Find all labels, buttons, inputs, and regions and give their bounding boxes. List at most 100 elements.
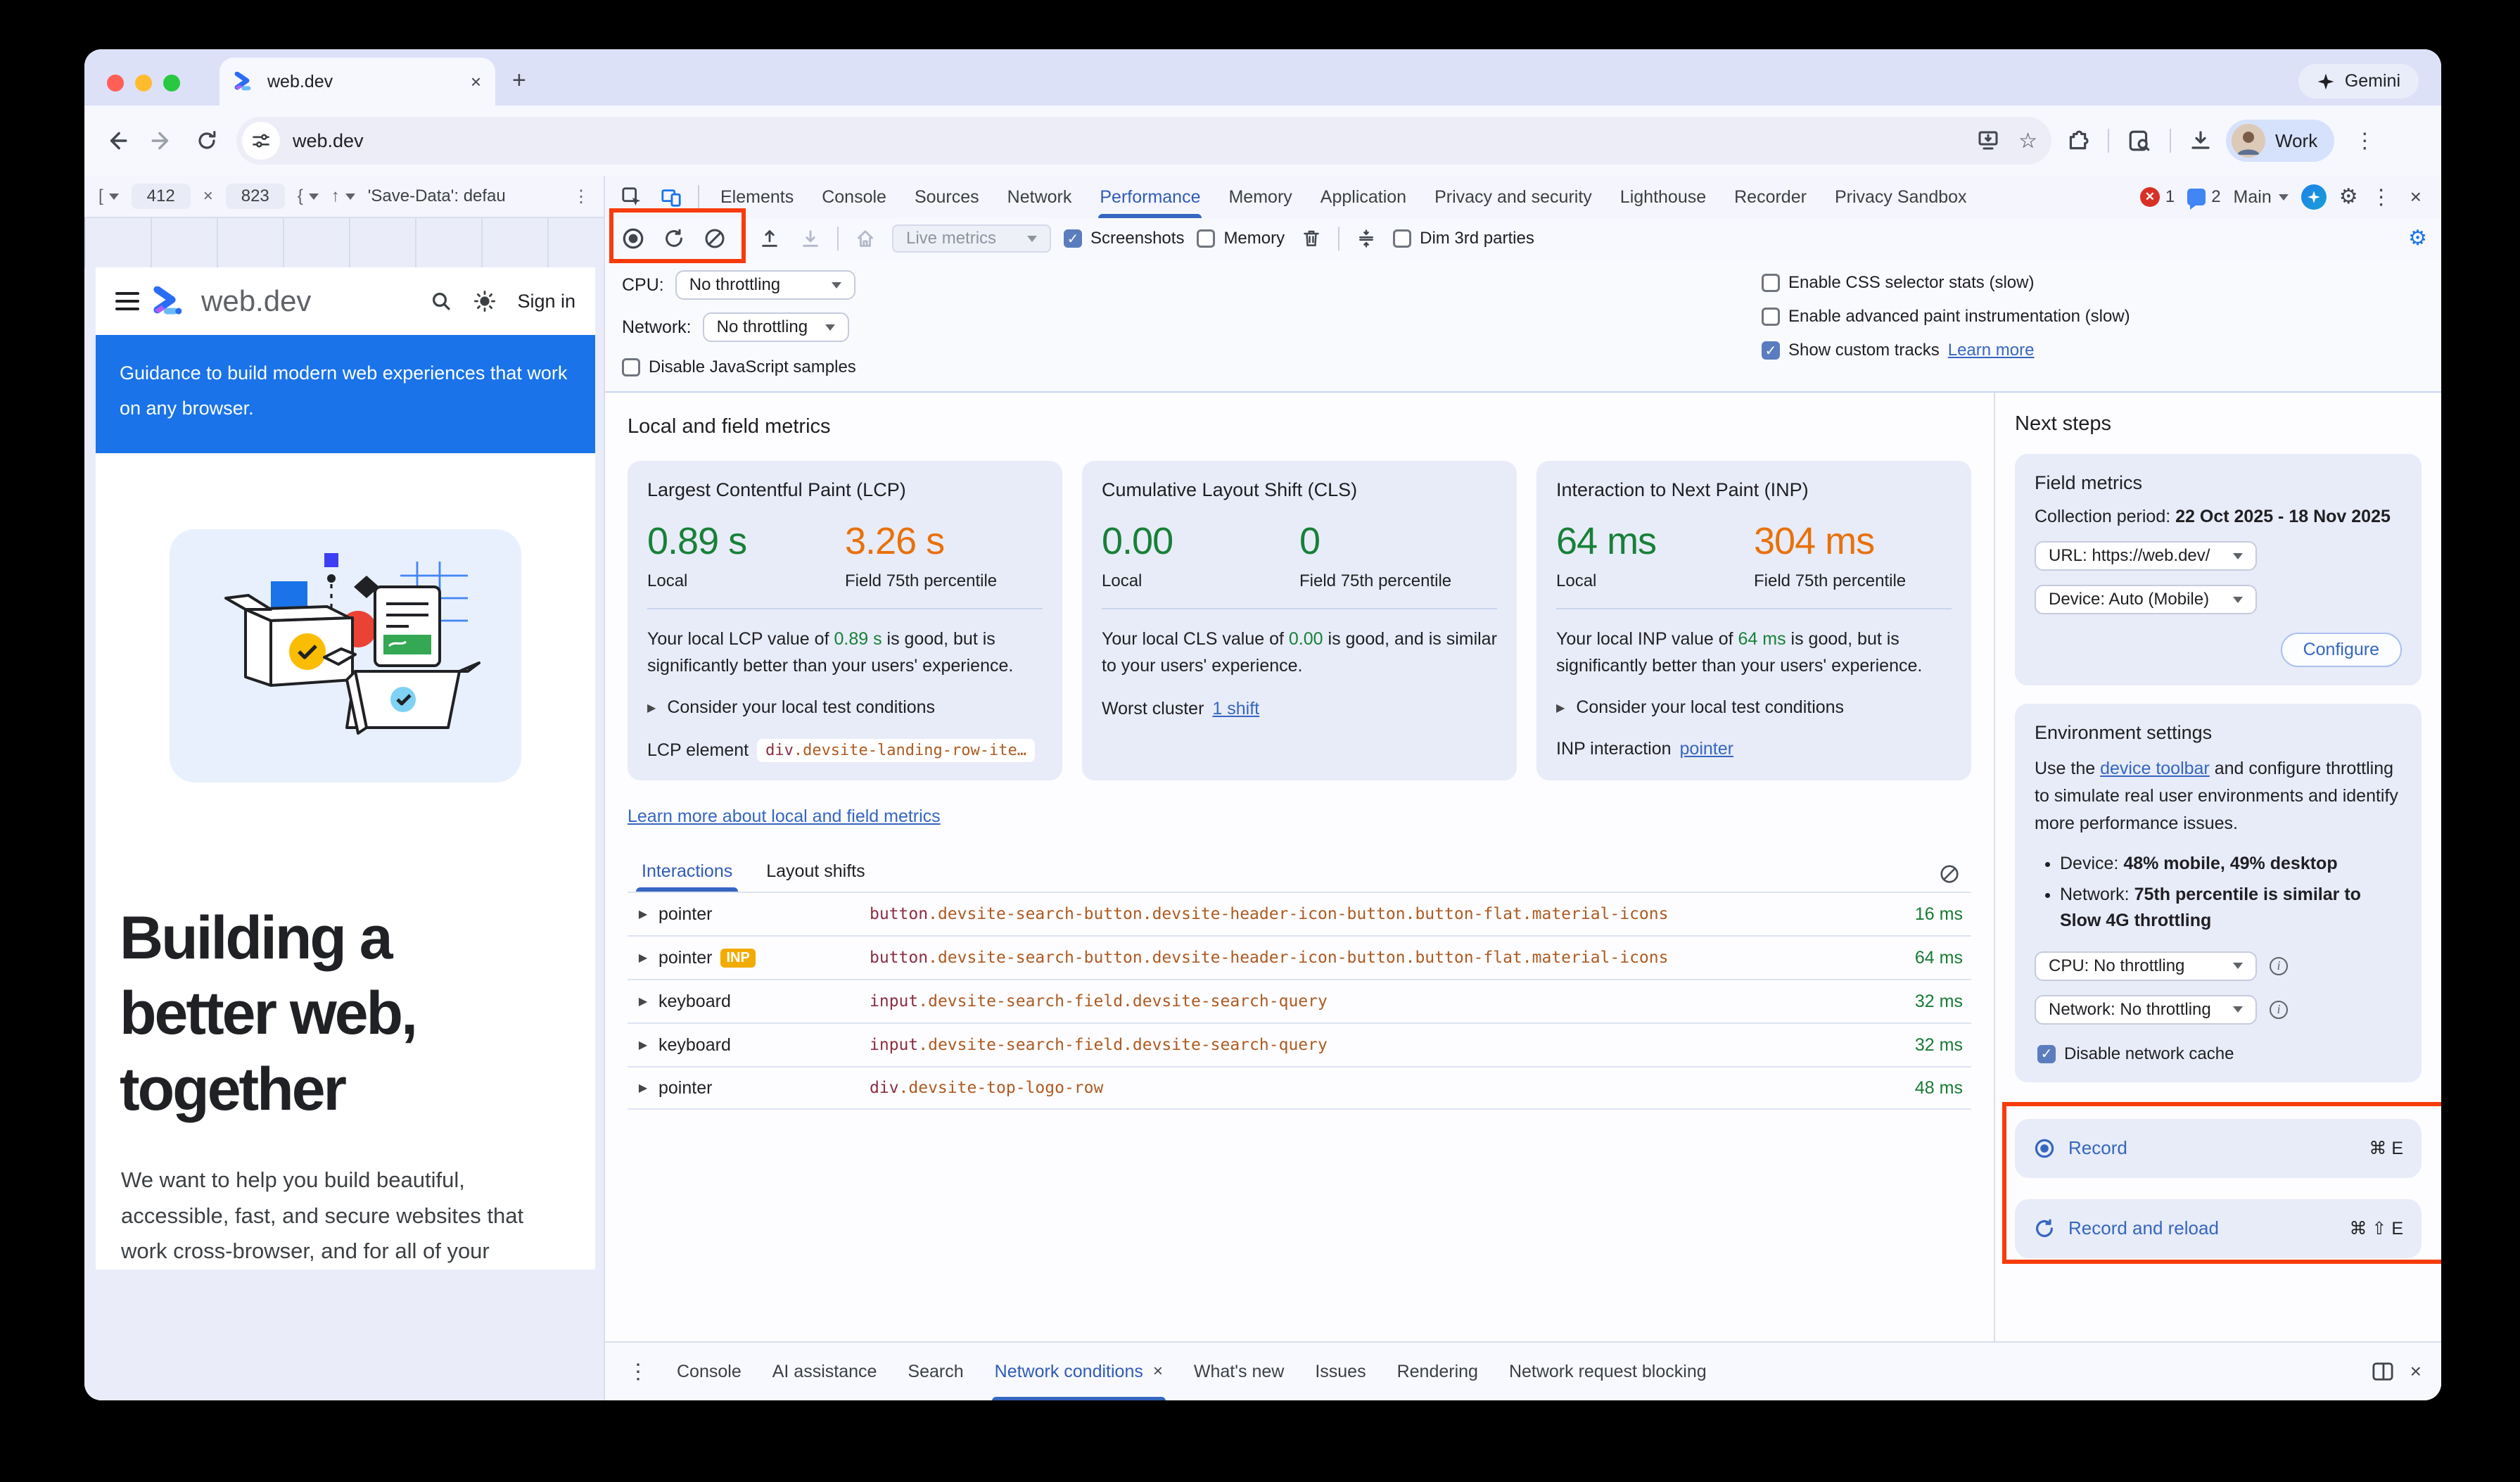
drawer-tab-ai-assistance[interactable]: AI assistance bbox=[772, 1361, 877, 1381]
save-data-select[interactable]: 'Save-Data': defau bbox=[367, 186, 506, 205]
inp-interaction-link[interactable]: pointer bbox=[1679, 739, 1733, 759]
drawer-tab-network-request-blocking[interactable]: Network request blocking bbox=[1508, 1361, 1707, 1381]
network-throttle-select[interactable]: No throttling bbox=[702, 312, 849, 342]
emulation-menu-icon[interactable]: ⋮ bbox=[573, 186, 590, 206]
interaction-row[interactable]: ▶ pointer button.devsite-search-button.d… bbox=[628, 892, 1971, 935]
row-expand-icon[interactable]: ▶ bbox=[638, 996, 648, 1008]
devtools-menu-icon[interactable]: ⋮ bbox=[2370, 185, 2392, 209]
configure-button[interactable]: Configure bbox=[2280, 633, 2402, 667]
site-brand[interactable]: web.dev bbox=[201, 284, 312, 317]
browser-tab[interactable]: web.dev × bbox=[219, 58, 495, 106]
gemini-button[interactable]: Gemini bbox=[2298, 64, 2419, 99]
tab-interactions[interactable]: Interactions bbox=[628, 856, 746, 892]
env-cpu-select[interactable]: CPU: No throttling bbox=[2035, 951, 2257, 981]
viewport-width-input[interactable]: 412 bbox=[131, 184, 191, 209]
devtools-close-icon[interactable]: × bbox=[2410, 186, 2422, 208]
viewport-height-input[interactable]: 823 bbox=[225, 184, 285, 209]
device-toolbar-icon[interactable] bbox=[653, 186, 689, 208]
search-tabs-icon[interactable] bbox=[2127, 129, 2151, 153]
tab-network[interactable]: Network bbox=[1007, 186, 1072, 207]
back-icon[interactable] bbox=[101, 129, 132, 153]
drawer-tab-rendering[interactable]: Rendering bbox=[1396, 1361, 1478, 1381]
worst-cluster-link[interactable]: 1 shift bbox=[1212, 699, 1260, 718]
drawer-tab-console[interactable]: Console bbox=[677, 1361, 742, 1381]
close-drawer-icon[interactable]: × bbox=[2410, 1360, 2422, 1382]
field-url-select[interactable]: URL: https://web.dev/ bbox=[2035, 541, 2257, 571]
lcp-test-conditions-disclosure[interactable]: ▶ Consider your local test conditions bbox=[647, 697, 936, 717]
tab-privacy-sandbox[interactable]: Privacy Sandbox bbox=[1834, 186, 1967, 207]
throttling-select[interactable]: ↑ bbox=[331, 186, 355, 206]
screenshots-checkbox[interactable]: ✓ Screenshots bbox=[1064, 229, 1184, 248]
zoom-select[interactable]: { bbox=[298, 186, 319, 206]
inp-test-conditions-disclosure[interactable]: ▶ Consider your local test conditions bbox=[1556, 697, 1845, 717]
address-bar[interactable]: web.dev ☆ bbox=[236, 117, 2051, 165]
toggle-sidebar-icon[interactable] bbox=[2372, 1362, 2393, 1381]
tab-memory[interactable]: Memory bbox=[1228, 186, 1292, 207]
show-custom-tracks-checkbox[interactable]: ✓ Show custom tracks Learn more bbox=[1762, 341, 2424, 360]
collect-garbage-icon[interactable] bbox=[1297, 228, 1325, 249]
row-expand-icon[interactable]: ▶ bbox=[638, 952, 648, 964]
tab-close-icon[interactable]: × bbox=[470, 70, 481, 92]
record-icon[interactable] bbox=[619, 227, 647, 251]
learn-more-metrics-link[interactable]: Learn more about local and field metrics bbox=[628, 806, 941, 826]
upload-profile-icon[interactable] bbox=[756, 228, 784, 249]
tab-privacy-security[interactable]: Privacy and security bbox=[1434, 186, 1592, 207]
disable-js-samples-checkbox[interactable]: Disable JavaScript samples bbox=[622, 357, 856, 377]
inspect-icon[interactable] bbox=[613, 186, 650, 208]
network-info-icon[interactable]: i bbox=[2270, 1000, 2288, 1019]
device-toolbar-link[interactable]: device toolbar bbox=[2100, 759, 2210, 778]
dim-3rd-parties-checkbox[interactable]: Dim 3rd parties bbox=[1393, 229, 1534, 248]
profile-chip[interactable]: Work bbox=[2226, 120, 2335, 162]
record-button[interactable]: Record ⌘ E bbox=[2015, 1118, 2422, 1178]
advanced-paint-checkbox[interactable]: Enable advanced paint instrumentation (s… bbox=[1762, 307, 2424, 327]
cpu-info-icon[interactable]: i bbox=[2270, 956, 2288, 975]
close-window-button[interactable] bbox=[107, 75, 124, 91]
interaction-row[interactable]: ▶ pointer INP button.devsite-search-butto… bbox=[628, 935, 1971, 979]
cpu-throttle-select[interactable]: No throttling bbox=[675, 270, 855, 300]
site-search-icon[interactable] bbox=[430, 290, 452, 312]
webdev-logo[interactable] bbox=[152, 286, 186, 316]
reload-icon[interactable] bbox=[191, 129, 222, 152]
hamburger-menu-icon[interactable] bbox=[115, 292, 139, 310]
maximize-window-button[interactable] bbox=[163, 75, 180, 91]
tab-recorder[interactable]: Recorder bbox=[1734, 186, 1807, 207]
close-drawer-tab-icon[interactable]: × bbox=[1152, 1362, 1163, 1381]
browser-menu-icon[interactable]: ⋮ bbox=[2354, 129, 2376, 153]
memory-checkbox[interactable]: Memory bbox=[1197, 229, 1285, 248]
tab-elements[interactable]: Elements bbox=[720, 186, 794, 207]
interaction-row[interactable]: ▶ keyboard input.devsite-search-field.de… bbox=[628, 979, 1971, 1022]
new-tab-button[interactable]: + bbox=[512, 67, 526, 94]
capture-settings-gear-icon[interactable]: ⚙ bbox=[2408, 227, 2427, 250]
drawer-tab-search[interactable]: Search bbox=[908, 1361, 964, 1381]
tab-console[interactable]: Console bbox=[822, 186, 886, 207]
css-selector-stats-checkbox[interactable]: Enable CSS selector stats (slow) bbox=[1762, 273, 2424, 293]
save-to-device-icon[interactable] bbox=[1978, 130, 2002, 151]
env-network-select[interactable]: Network: No throttling bbox=[2035, 994, 2257, 1025]
custom-tracks-learn-more-link[interactable]: Learn more bbox=[1947, 341, 2035, 360]
forward-icon[interactable] bbox=[146, 129, 177, 153]
clear-log-icon[interactable] bbox=[1939, 863, 1960, 885]
lcp-element-chip[interactable]: div.devsite-landing-row-ite… bbox=[757, 739, 1035, 762]
devtools-settings-gear-icon[interactable]: ⚙ bbox=[2338, 185, 2358, 208]
issue-count-badge[interactable]: 2 bbox=[2187, 187, 2221, 210]
tab-sources[interactable]: Sources bbox=[914, 186, 979, 207]
download-profile-icon[interactable] bbox=[796, 228, 825, 249]
row-expand-icon[interactable]: ▶ bbox=[638, 908, 648, 920]
record-reload-icon[interactable] bbox=[660, 227, 688, 250]
error-count-badge[interactable]: ✕ 1 bbox=[2139, 187, 2175, 207]
device-select[interactable]: [ bbox=[98, 186, 119, 206]
extensions-icon[interactable] bbox=[2066, 129, 2089, 153]
tab-layout-shifts[interactable]: Layout shifts bbox=[766, 861, 865, 881]
disable-network-cache-checkbox[interactable]: ✓ Disable network cache bbox=[2037, 1044, 2402, 1064]
target-select[interactable]: Main bbox=[2234, 187, 2289, 208]
drawer-tab-issues[interactable]: Issues bbox=[1315, 1361, 1366, 1381]
bookmark-star-icon[interactable]: ☆ bbox=[2018, 129, 2037, 153]
site-settings-icon[interactable] bbox=[242, 122, 280, 160]
tab-application[interactable]: Application bbox=[1320, 186, 1407, 207]
record-and-reload-button[interactable]: Record and reload ⌘ ⇧ E bbox=[2015, 1198, 2422, 1258]
tab-performance[interactable]: Performance bbox=[1087, 176, 1213, 218]
row-expand-icon[interactable]: ▶ bbox=[638, 1082, 648, 1094]
ai-assistance-icon[interactable] bbox=[2301, 184, 2327, 210]
live-metrics-home-icon[interactable] bbox=[851, 228, 879, 249]
interaction-row[interactable]: ▶ keyboard input.devsite-search-field.de… bbox=[628, 1022, 1971, 1066]
